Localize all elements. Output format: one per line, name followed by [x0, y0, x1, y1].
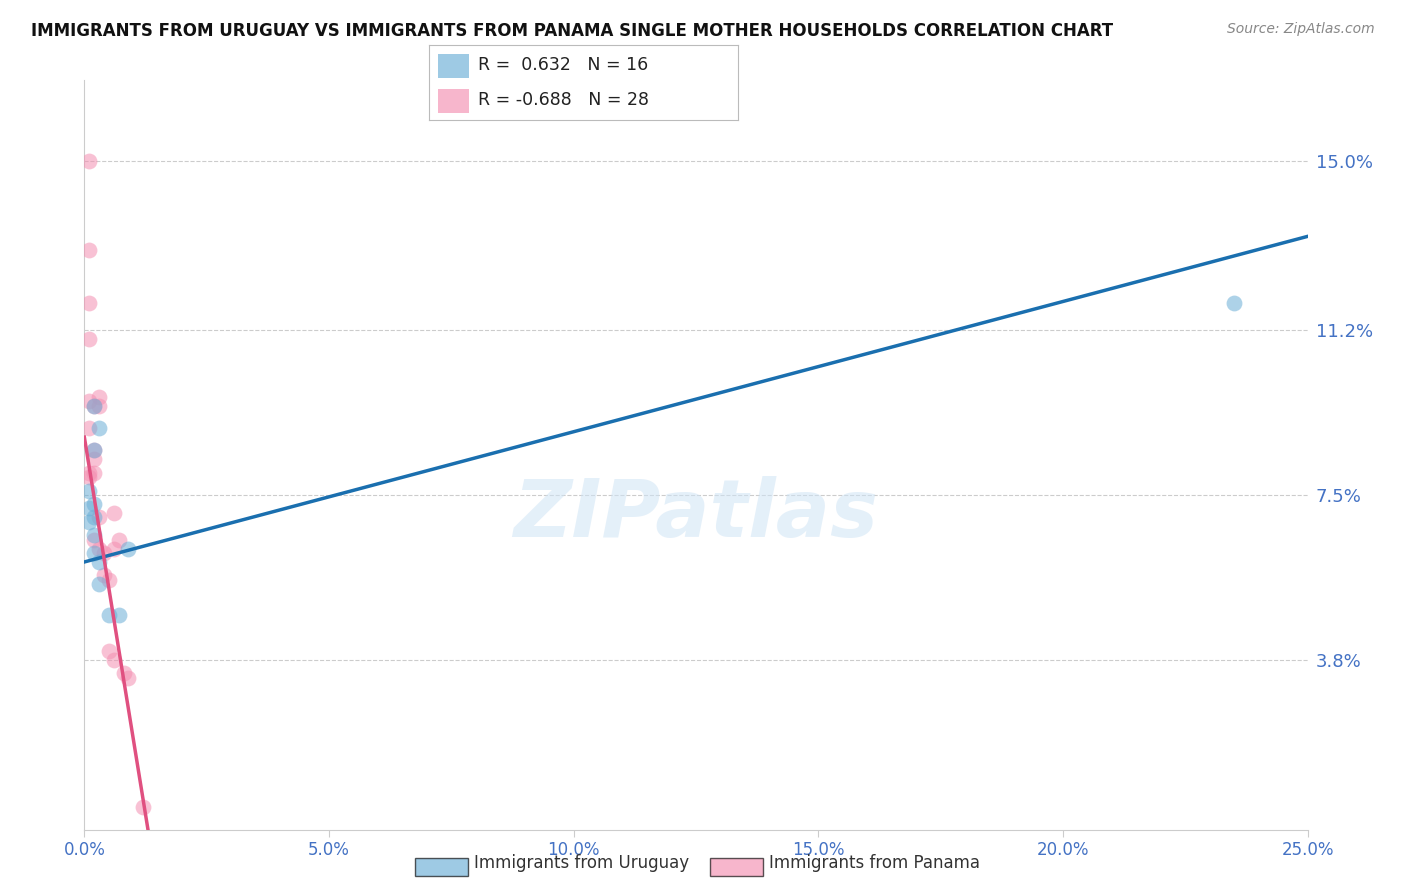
Point	[87, 390, 110, 404]
Point	[1223, 296, 1246, 310]
Point	[87, 555, 110, 569]
Point	[83, 546, 105, 560]
Point	[77, 394, 100, 409]
Point	[117, 541, 139, 556]
Text: Immigrants from Panama: Immigrants from Panama	[769, 855, 980, 872]
Point	[77, 153, 100, 168]
Point	[83, 510, 105, 524]
Point	[87, 399, 110, 413]
Point	[87, 541, 110, 556]
Point	[77, 466, 100, 480]
Point	[87, 421, 110, 435]
Point	[77, 470, 100, 484]
Bar	[439, 88, 470, 112]
Point	[132, 800, 155, 814]
Point	[77, 243, 100, 257]
Point	[103, 653, 125, 667]
Point	[83, 533, 105, 547]
Point	[77, 421, 100, 435]
Text: R =  0.632   N = 16: R = 0.632 N = 16	[478, 56, 648, 74]
Point	[87, 577, 110, 591]
Point	[77, 501, 100, 516]
Point	[77, 483, 100, 498]
Point	[77, 332, 100, 346]
Point	[83, 399, 105, 413]
Point	[77, 515, 100, 529]
Point	[107, 533, 129, 547]
Point	[83, 443, 105, 458]
Point	[103, 506, 125, 520]
Point	[83, 452, 105, 467]
Point	[117, 671, 139, 685]
Point	[87, 510, 110, 524]
Point	[97, 644, 120, 658]
Point	[112, 666, 135, 681]
Point	[93, 546, 115, 560]
Point	[83, 528, 105, 542]
Bar	[439, 54, 470, 78]
Point	[107, 608, 129, 623]
Point	[83, 399, 105, 413]
Point	[93, 568, 115, 582]
Point	[83, 443, 105, 458]
Point	[83, 497, 105, 511]
Point	[103, 541, 125, 556]
Text: ZIPatlas: ZIPatlas	[513, 475, 879, 554]
Point	[83, 466, 105, 480]
Text: R = -0.688   N = 28: R = -0.688 N = 28	[478, 91, 650, 109]
Point	[77, 296, 100, 310]
Text: Immigrants from Uruguay: Immigrants from Uruguay	[474, 855, 689, 872]
Point	[97, 573, 120, 587]
Text: IMMIGRANTS FROM URUGUAY VS IMMIGRANTS FROM PANAMA SINGLE MOTHER HOUSEHOLDS CORRE: IMMIGRANTS FROM URUGUAY VS IMMIGRANTS FR…	[31, 22, 1114, 40]
Point	[97, 608, 120, 623]
Text: Source: ZipAtlas.com: Source: ZipAtlas.com	[1227, 22, 1375, 37]
